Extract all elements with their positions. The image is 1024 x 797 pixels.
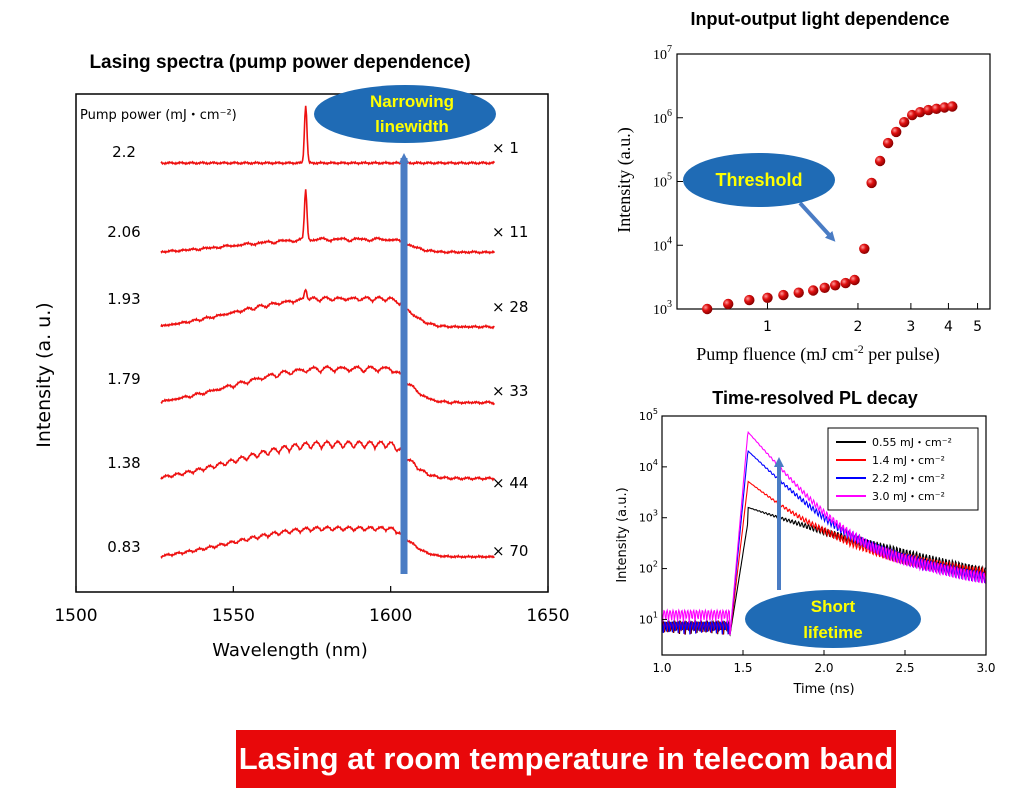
scaling-factor-label: × 11 [492,223,528,241]
input-output-data-point [931,103,942,115]
pl-decay-y-tick-label: 104 [639,458,658,474]
pl-decay-title: Time-resolved PL decay [712,388,917,408]
input-output-x-tick-label: 2 [853,319,862,335]
spectrum-line-1.79 [160,364,496,406]
pl-decay-x-tick-label: 2.0 [814,661,833,675]
short-lifetime-callout: Short lifetime [745,590,921,648]
input-output-data-point [702,303,713,315]
spectrum-line-1.38 [160,439,495,482]
pump-power-header: Pump power (mJ・cm⁻²) [80,108,237,123]
pl-decay-y-tick-label: 101 [639,610,658,626]
input-output-data-point [793,287,804,298]
pump-power-label: 1.38 [107,454,140,472]
input-output-x-tick-label: 3 [906,319,915,335]
spectrum-line-2.2 [160,105,496,166]
input-output-data-point [914,107,926,118]
pump-power-label: 0.83 [107,538,140,556]
spectra-x-tick-label: 1650 [526,606,569,626]
input-output-data-point [947,101,958,112]
spectra-plot-frame [75,93,549,593]
conclusion-banner: Lasing at room temperature in telecom ba… [236,730,896,788]
input-output-data-point [723,298,734,310]
input-output-y-tick-label: 104 [653,235,672,254]
spectra-x-tick-label: 1500 [54,606,97,626]
spectra-x-tick-label: 1600 [369,606,412,626]
scaling-factor-label: × 44 [492,474,528,492]
input-output-data-point [808,285,819,296]
input-output-data-point [939,102,950,113]
input-output-x-tick-label: 5 [973,319,982,335]
input-output-data-point [819,282,830,293]
pl-decay-x-tick-label: 2.5 [895,661,914,675]
pl-decay-x-tick-label: 1.5 [733,661,752,675]
spectra-x-axis-label: Wavelength (nm) [212,640,368,661]
threshold-callout: Threshold [683,153,835,207]
spectra-panel: Lasing spectra (pump power dependence) 1… [33,52,570,661]
narrowing-callout-line1: Narrowing [370,92,454,111]
input-output-x-axis-label: Pump fluence (mJ cm-2 per pulse) [696,342,939,365]
input-output-y-tick-label: 106 [653,108,672,127]
input-output-title: Input-output light dependence [691,9,950,29]
pump-power-label: 1.93 [107,290,140,308]
pl-decay-panel: Time-resolved PL decay 1.0 1.5 2.0 2.5 3.0 10… [615,388,996,697]
input-output-data-point [744,294,755,306]
pl-decay-x-tick-label: 1.0 [652,661,671,675]
spectra-x-tick-label: 1550 [212,606,255,626]
spectra-y-axis-label: Intensity (a. u.) [33,302,55,447]
scaling-factor-label: × 33 [492,382,528,400]
spectrum-line-1.93 [160,288,495,330]
input-output-data-point [874,155,886,167]
short-lifetime-callout-line2: lifetime [803,623,863,642]
legend-entry: 2.2 mJ・cm⁻² [872,472,945,485]
input-output-data-point [859,243,870,254]
pl-decay-y-tick-label: 105 [639,407,658,423]
input-output-data-point [907,109,918,121]
input-output-data-point [923,104,934,116]
pump-power-label: 1.79 [107,370,140,388]
input-output-y-tick-label: 105 [653,172,672,191]
pump-power-label: 2.06 [107,223,140,241]
input-output-panel: Input-output light dependence 1 2 3 4 5 103 10… [614,9,991,365]
pl-decay-x-axis-label: Time (ns) [792,682,854,697]
input-output-data-point [899,117,910,128]
spectrum-line-0.83 [160,524,495,560]
spectrum-line-2.06 [160,189,496,255]
pl-decay-line [661,430,986,635]
input-output-y-tick-label: 107 [653,44,672,63]
input-output-data-point [891,126,902,138]
scaling-factor-label: × 28 [492,298,528,316]
input-output-data-point [866,177,877,189]
input-output-data-point [762,292,773,303]
input-output-data-point [849,274,860,286]
short-lifetime-callout-line1: Short [811,597,856,616]
input-output-data-point [830,280,841,291]
input-output-data-point [778,289,789,301]
input-output-x-tick-label: 1 [763,319,772,335]
pump-power-label: 2.2 [112,143,136,161]
input-output-data-point [840,277,851,289]
input-output-x-tick-label: 4 [944,319,953,335]
pl-decay-y-tick-label: 102 [639,560,658,576]
pl-decay-y-axis-label: Intensity (a.u.) [615,487,630,582]
legend-entry: 1.4 mJ・cm⁻² [872,454,945,467]
scaling-factor-label: × 70 [492,542,528,560]
legend-entry: 3.0 mJ・cm⁻² [872,490,945,503]
pl-decay-legend: 0.55 mJ・cm⁻² 1.4 mJ・cm⁻² 2.2 mJ・cm⁻² 3.0 mJ… [827,427,979,511]
input-output-y-tick-label: 103 [653,299,672,318]
input-output-y-axis-label: Intensity (a.u.) [614,127,635,232]
pl-decay-x-tick-label: 3.0 [976,661,995,675]
threshold-arrow [798,201,836,242]
narrowing-linewidth-callout: Narrowing linewidth [314,85,496,143]
legend-entry: 0.55 mJ・cm⁻² [872,436,952,449]
spectra-title: Lasing spectra (pump power dependence) [89,52,470,73]
conclusion-banner-text: Lasing at room temperature in telecom ba… [238,741,894,776]
threshold-callout-text: Threshold [715,170,802,190]
input-output-data-point [882,137,894,149]
narrowing-callout-line2: linewidth [375,117,449,136]
scaling-factor-label: × 1 [492,139,519,157]
pl-decay-y-tick-label: 103 [639,509,658,525]
